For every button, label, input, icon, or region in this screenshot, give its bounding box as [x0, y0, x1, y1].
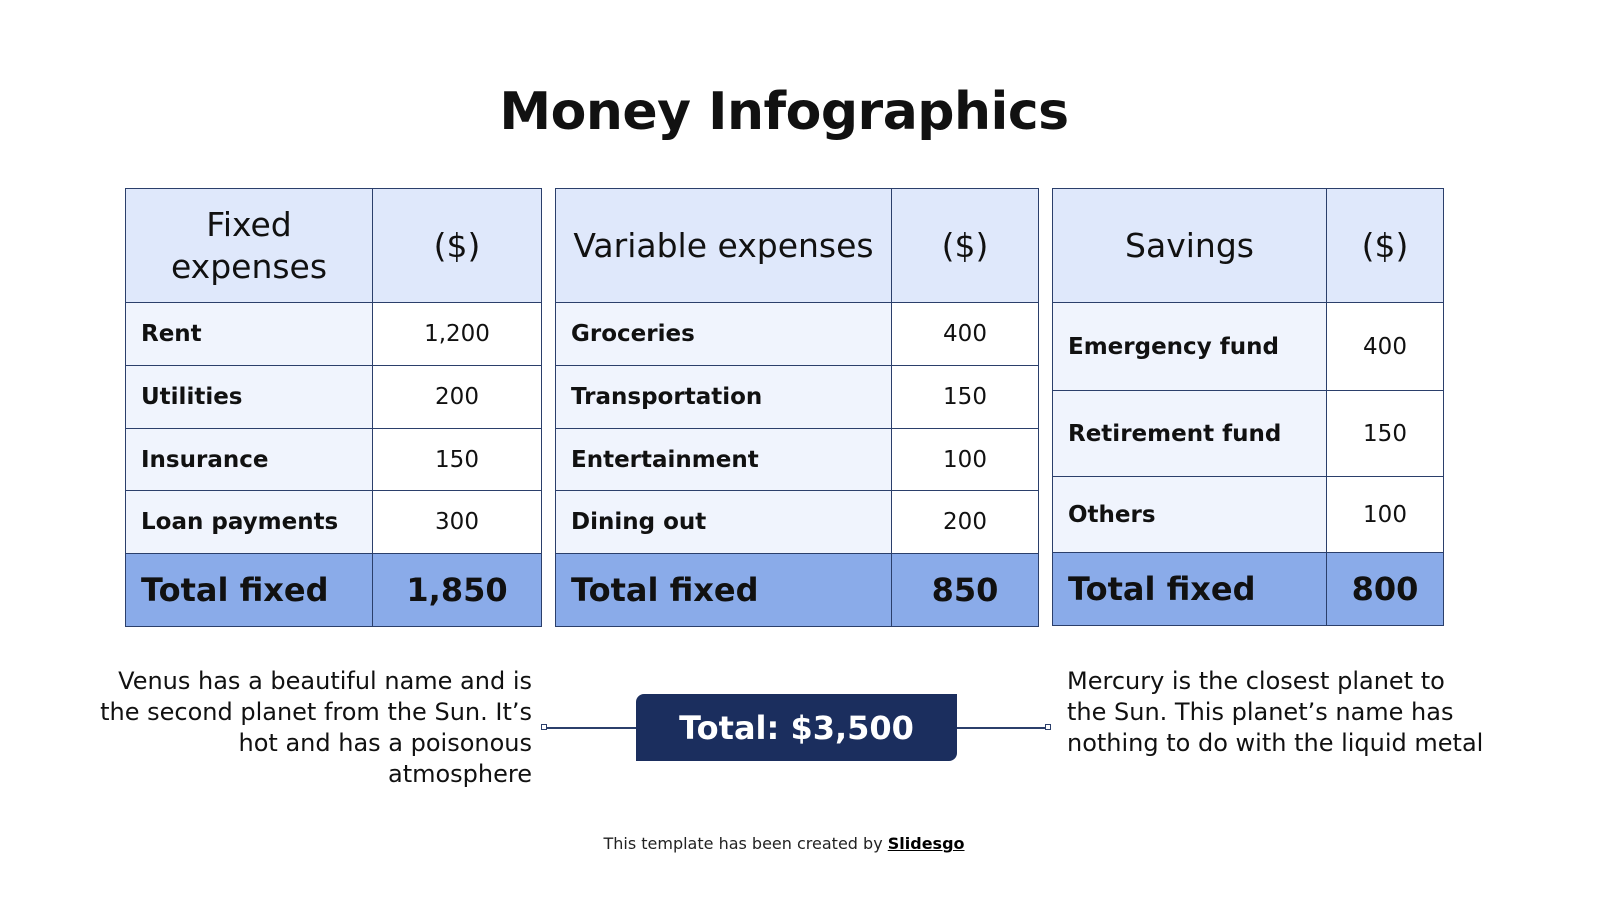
- total-row: Total fixed 800: [1052, 552, 1444, 626]
- table-row: Others 100: [1052, 476, 1444, 553]
- row-value: 100: [891, 428, 1039, 491]
- mercury-description: Mercury is the closest planet to the Sun…: [1067, 667, 1484, 757]
- footer-credit: This template has been created by Slides…: [0, 834, 1568, 853]
- connector-line-right: [957, 727, 1045, 729]
- row-label: Transportation: [555, 365, 892, 429]
- row-value: 1,200: [372, 302, 542, 366]
- table-row: Dining out 200: [555, 490, 1039, 554]
- connector-endpoint-left: [541, 724, 547, 730]
- row-label: Emergency fund: [1052, 302, 1327, 391]
- variable-expenses-table: Variable expenses ($) Groceries 400 Tran…: [555, 188, 1039, 627]
- table-row: Emergency fund 400: [1052, 302, 1444, 391]
- page-title: Money Infographics: [499, 82, 1069, 142]
- total-value: 850: [891, 553, 1039, 627]
- row-label: Rent: [125, 302, 373, 366]
- row-label: Loan payments: [125, 490, 373, 554]
- fixed-expenses-table: Fixed expenses ($) Rent 1,200 Utilities …: [125, 188, 542, 627]
- row-value: 150: [1326, 390, 1444, 477]
- grand-total-box: Total: $3,500: [636, 694, 957, 761]
- row-value: 400: [891, 302, 1039, 366]
- footer-prefix: This template has been created by: [603, 834, 888, 853]
- total-value: 1,850: [372, 553, 542, 627]
- row-value: 300: [372, 490, 542, 554]
- grand-total-text: Total: $3,500: [679, 708, 914, 747]
- table-row: Utilities 200: [125, 365, 542, 429]
- table-header-row: Savings ($): [1052, 188, 1444, 303]
- row-label: Groceries: [555, 302, 892, 366]
- table-row: Rent 1,200: [125, 302, 542, 366]
- row-value: 200: [372, 365, 542, 429]
- slidesgo-link[interactable]: Slidesgo: [887, 834, 965, 853]
- connector-line-left: [547, 727, 637, 729]
- row-label: Others: [1052, 476, 1327, 553]
- header-unit: ($): [372, 188, 542, 303]
- row-label: Dining out: [555, 490, 892, 554]
- table-row: Entertainment 100: [555, 428, 1039, 491]
- savings-table: Savings ($) Emergency fund 400 Retiremen…: [1052, 188, 1444, 626]
- total-row: Total fixed 850: [555, 553, 1039, 627]
- row-value: 200: [891, 490, 1039, 554]
- row-label: Entertainment: [555, 428, 892, 491]
- header-label: Savings: [1052, 188, 1327, 303]
- table-row: Transportation 150: [555, 365, 1039, 429]
- row-value: 400: [1326, 302, 1444, 391]
- row-value: 150: [372, 428, 542, 491]
- header-label: Fixed expenses: [125, 188, 373, 303]
- header-unit: ($): [1326, 188, 1444, 303]
- venus-description: Venus has a beautiful name and is the se…: [100, 667, 532, 788]
- table-header-row: Fixed expenses ($): [125, 188, 542, 303]
- row-value: 150: [891, 365, 1039, 429]
- row-label: Retirement fund: [1052, 390, 1327, 477]
- header-unit: ($): [891, 188, 1039, 303]
- table-row: Groceries 400: [555, 302, 1039, 366]
- header-label: Variable expenses: [555, 188, 892, 303]
- table-row: Insurance 150: [125, 428, 542, 491]
- row-label: Insurance: [125, 428, 373, 491]
- connector-endpoint-right: [1045, 724, 1051, 730]
- total-value: 800: [1326, 552, 1444, 626]
- row-value: 100: [1326, 476, 1444, 553]
- total-label: Total fixed: [125, 553, 373, 627]
- total-row: Total fixed 1,850: [125, 553, 542, 627]
- table-row: Loan payments 300: [125, 490, 542, 554]
- total-label: Total fixed: [1052, 552, 1327, 626]
- table-row: Retirement fund 150: [1052, 390, 1444, 477]
- row-label: Utilities: [125, 365, 373, 429]
- total-label: Total fixed: [555, 553, 892, 627]
- table-header-row: Variable expenses ($): [555, 188, 1039, 303]
